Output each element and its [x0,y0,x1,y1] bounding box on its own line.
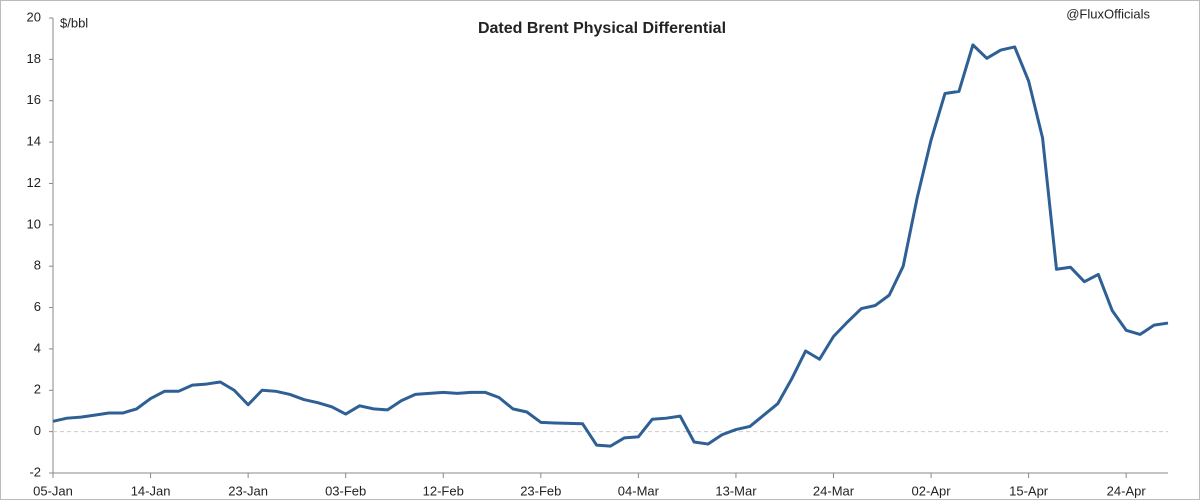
y-axis-label: $/bbl [60,15,88,30]
x-tick-label: 13-Mar [715,483,757,498]
y-tick-label: 20 [27,9,41,24]
x-tick-label: 14-Jan [131,483,171,498]
x-tick-label: 15-Apr [1009,483,1049,498]
y-tick-label: 16 [27,92,41,107]
x-tick-label: 03-Feb [325,483,366,498]
watermark: @FluxOfficials [1066,6,1150,21]
y-tick-label: 6 [34,299,41,314]
y-tick-label: 0 [34,423,41,438]
y-tick-label: 10 [27,216,41,231]
x-tick-label: 23-Jan [228,483,268,498]
y-tick-label: 2 [34,382,41,397]
y-tick-label: 12 [27,175,41,190]
x-tick-label: 02-Apr [912,483,952,498]
x-tick-label: 24-Apr [1107,483,1147,498]
data-line [52,43,1169,448]
x-tick-label: 12-Feb [423,483,464,498]
x-tick-label: 04-Mar [618,483,660,498]
chart-title: Dated Brent Physical Differential [478,20,726,37]
y-tick-label: 8 [34,258,41,273]
y-tick-label: 18 [27,51,41,66]
x-tick-label: 05-Jan [33,483,73,498]
x-tick-label: 23-Feb [520,483,561,498]
y-tick-label: 4 [34,340,41,355]
y-tick-label: 14 [27,134,41,149]
x-tick-label: 24-Mar [813,483,855,498]
y-tick-label: -2 [29,464,41,479]
